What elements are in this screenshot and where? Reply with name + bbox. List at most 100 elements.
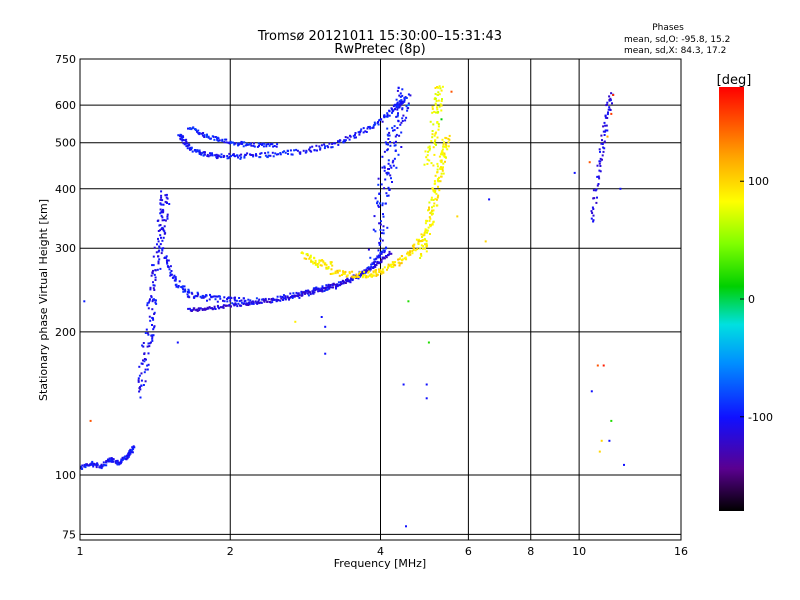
- echo-point: [380, 118, 383, 121]
- echo-point: [233, 296, 236, 299]
- echo-point: [429, 217, 432, 220]
- echo-point: [437, 91, 440, 94]
- echo-point: [391, 126, 394, 129]
- echo-point: [367, 271, 370, 274]
- echo-point: [369, 256, 372, 259]
- echo-point: [164, 200, 167, 203]
- echo-point: [184, 139, 187, 142]
- echo-point: [217, 137, 220, 140]
- echo-point: [596, 175, 599, 178]
- echo-point: [374, 230, 377, 233]
- echo-point: [157, 262, 160, 265]
- echo-point: [394, 264, 397, 267]
- echo-point: [332, 272, 335, 275]
- echo-point: [380, 252, 383, 255]
- echo-point: [430, 140, 433, 143]
- echo-point: [421, 247, 424, 250]
- echo-point: [438, 189, 441, 192]
- echo-point: [252, 301, 255, 304]
- echo-point: [428, 219, 431, 222]
- echo-point: [375, 257, 378, 260]
- echo-point: [105, 460, 108, 463]
- echo-point: [307, 290, 309, 293]
- echo-point: [370, 273, 373, 276]
- echo-point: [397, 86, 400, 89]
- echo-point: [153, 311, 156, 314]
- echo-point: [245, 142, 248, 145]
- echo-point: [446, 148, 449, 151]
- echo-point: [266, 156, 269, 159]
- echo-point: [199, 295, 202, 298]
- echo-point: [319, 289, 322, 292]
- echo-point: [231, 141, 234, 144]
- echo-point: [330, 261, 333, 264]
- echo-point: [246, 303, 248, 306]
- echo-point: [291, 153, 294, 156]
- y-tick-label: 750: [55, 53, 76, 66]
- echo-point: [431, 111, 434, 114]
- echo-point: [159, 202, 162, 205]
- echo-point: [590, 217, 593, 220]
- echo-point: [213, 305, 216, 308]
- echo-point: [146, 302, 149, 305]
- echo-point: [403, 97, 406, 100]
- echo-point: [384, 141, 387, 144]
- echo-point: [406, 252, 408, 255]
- echo-point: [288, 298, 290, 301]
- echo-point: [427, 341, 430, 344]
- echo-point: [165, 196, 168, 199]
- echo-point: [214, 154, 217, 157]
- echo-point: [180, 286, 183, 288]
- echo-point: [386, 113, 389, 116]
- echo-point: [428, 201, 431, 204]
- echo-point: [392, 159, 395, 162]
- echo-point: [388, 250, 391, 253]
- echo-point: [314, 261, 317, 264]
- echo-point: [221, 139, 224, 142]
- echo-point: [406, 251, 409, 254]
- echo-point: [235, 303, 238, 306]
- echo-point: [602, 130, 605, 133]
- echo-point: [280, 297, 283, 300]
- echo-point: [603, 134, 606, 136]
- echo-point: [196, 130, 198, 133]
- echo-point: [219, 297, 222, 300]
- echo-point: [229, 299, 232, 302]
- echo-point: [440, 109, 443, 112]
- echo-point: [182, 142, 185, 145]
- echo-point: [370, 275, 373, 278]
- echo-point: [397, 119, 400, 122]
- echo-point: [318, 289, 321, 292]
- echo-point: [346, 280, 348, 283]
- echo-point: [596, 196, 598, 199]
- echo-point: [440, 153, 442, 156]
- echo-point: [268, 301, 271, 303]
- echo-point: [284, 296, 287, 299]
- echo-point: [383, 249, 386, 252]
- echo-point: [409, 250, 412, 253]
- echo-point: [439, 103, 442, 106]
- echo-point: [606, 101, 609, 104]
- echo-point: [298, 294, 301, 297]
- echo-point: [346, 274, 349, 277]
- echo-point: [167, 266, 170, 269]
- echo-point: [438, 176, 440, 179]
- echo-point: [201, 308, 204, 311]
- echo-point: [160, 236, 162, 239]
- echo-point: [398, 94, 401, 97]
- echo-point: [377, 204, 380, 207]
- echo-point: [188, 307, 191, 310]
- echo-point: [381, 166, 384, 169]
- echo-point: [306, 292, 309, 295]
- echo-point: [319, 259, 322, 262]
- echo-point: [426, 154, 429, 157]
- echo-point: [197, 293, 200, 296]
- echo-point: [342, 141, 345, 144]
- echo-point: [195, 150, 198, 153]
- echo-point: [203, 136, 206, 138]
- echo-point: [216, 300, 219, 303]
- echo-point: [157, 237, 159, 240]
- echo-point: [174, 278, 177, 281]
- echo-point: [209, 293, 211, 296]
- echo-point: [147, 342, 150, 345]
